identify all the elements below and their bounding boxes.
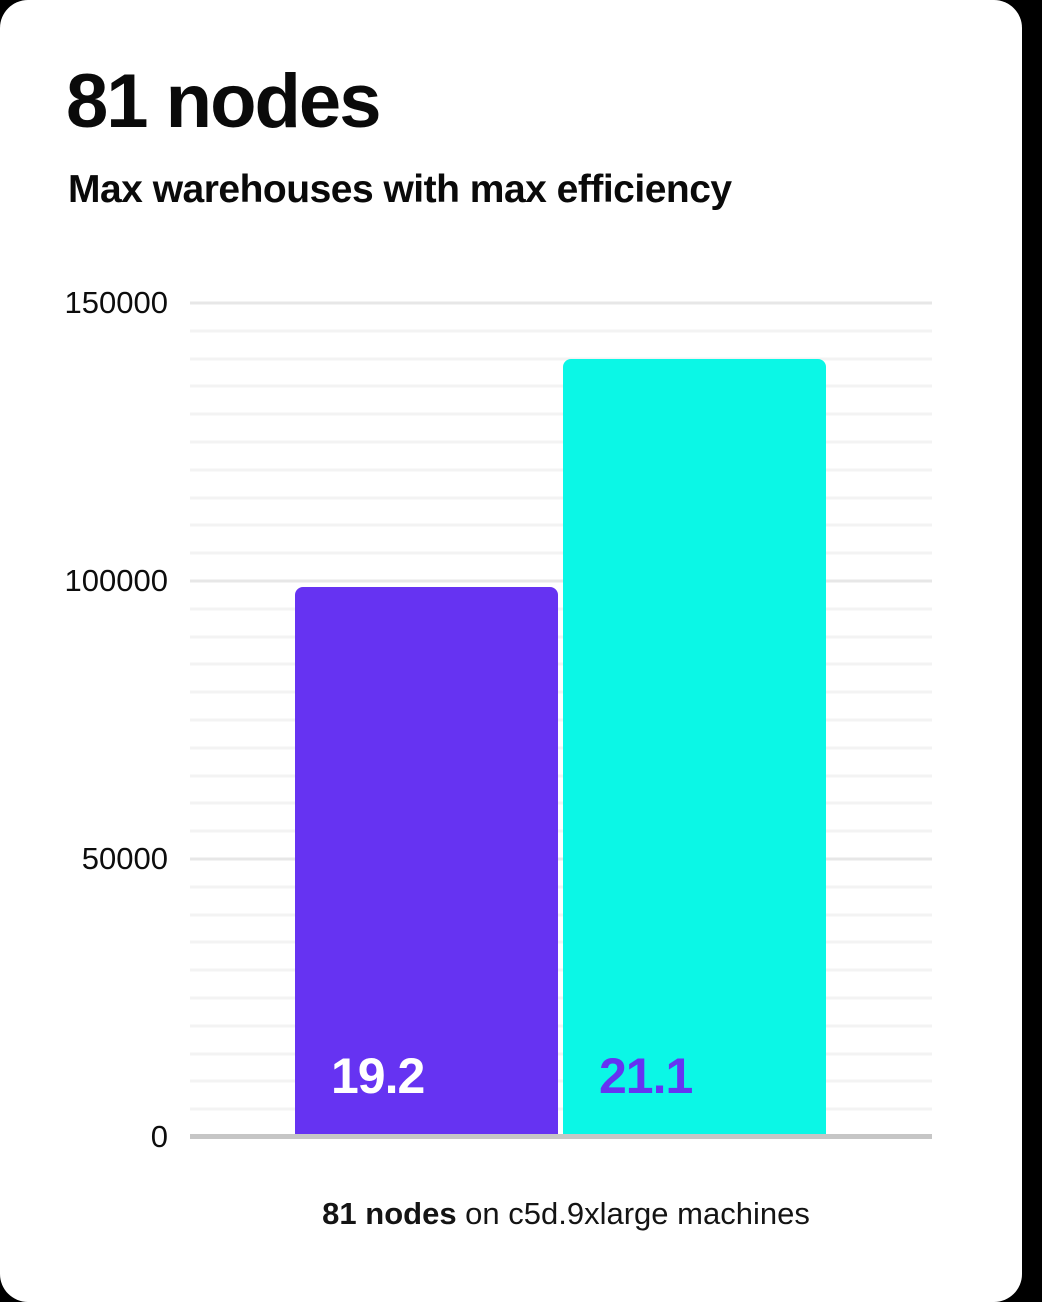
- y-axis-labels: 0 50000 100000 150000: [0, 285, 168, 1154]
- x-axis-line: [190, 1134, 932, 1139]
- bar-chart: 0 50000 100000 150000 19.2 21.1: [0, 285, 932, 1154]
- minor-gridline: [190, 496, 932, 500]
- minor-gridline: [190, 412, 932, 416]
- y-tick-label: 150000: [64, 285, 168, 320]
- page-subtitle: Max warehouses with max efficiency: [68, 168, 732, 211]
- bar-2-data-label: 21.1: [599, 1048, 693, 1104]
- minor-gridline: [190, 690, 932, 694]
- minor-gridline: [190, 968, 932, 972]
- minor-gridline: [190, 718, 932, 722]
- minor-gridline: [190, 635, 932, 639]
- minor-gridline: [190, 913, 932, 917]
- caption-bold-text: 81 nodes: [322, 1196, 457, 1231]
- minor-gridline: [190, 468, 932, 472]
- minor-gridline: [190, 885, 932, 889]
- y-tick-label: 50000: [81, 841, 168, 877]
- minor-gridline: [190, 551, 932, 555]
- bar-2: 21.1: [563, 358, 826, 1137]
- caption-regular-text: on c5d.9xlarge machines: [456, 1196, 810, 1231]
- minor-gridline: [190, 329, 932, 333]
- minor-gridline: [190, 357, 932, 361]
- minor-gridline: [190, 746, 932, 750]
- minor-gridline: [190, 1052, 932, 1056]
- major-gridline: [190, 301, 932, 305]
- y-tick-label: 0: [150, 1119, 168, 1154]
- minor-gridline: [190, 940, 932, 944]
- minor-gridline: [190, 774, 932, 778]
- y-tick-label: 100000: [64, 563, 168, 599]
- minor-gridline: [190, 1107, 932, 1111]
- minor-gridline: [190, 384, 932, 388]
- major-gridline: [190, 579, 932, 583]
- bar-1-data-label: 19.2: [331, 1048, 425, 1104]
- minor-gridline: [190, 996, 932, 1000]
- minor-gridline: [190, 1079, 932, 1083]
- major-gridline: [190, 857, 932, 861]
- minor-gridline: [190, 829, 932, 833]
- minor-gridline: [190, 607, 932, 611]
- minor-gridline: [190, 523, 932, 527]
- plot-area: 19.2 21.1: [190, 301, 932, 1139]
- bar-1: 19.2: [295, 586, 558, 1137]
- chart-caption: 81 nodes on c5d.9xlarge machines: [110, 1196, 1022, 1232]
- minor-gridline: [190, 662, 932, 666]
- minor-gridline: [190, 440, 932, 444]
- minor-gridline: [190, 1024, 932, 1028]
- minor-gridline: [190, 801, 932, 805]
- page-title: 81 nodes: [66, 59, 381, 144]
